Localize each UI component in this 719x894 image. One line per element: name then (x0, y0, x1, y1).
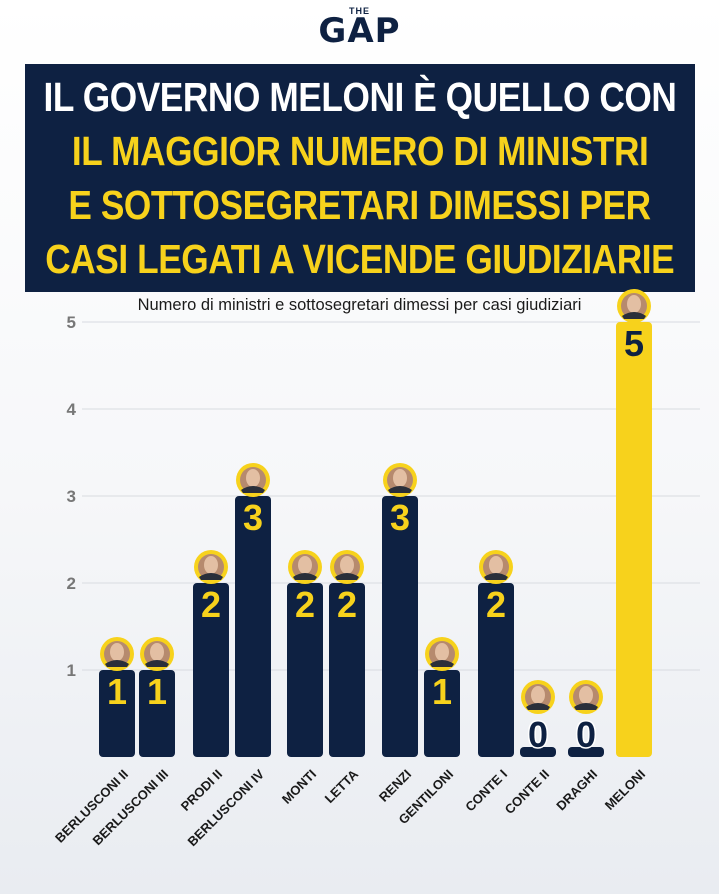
leader-shoulders (105, 660, 129, 667)
leader-shoulders (388, 486, 412, 493)
data-label: 2 (337, 584, 357, 625)
bar (193, 583, 229, 757)
leader-shoulders (526, 703, 550, 710)
the-gap-logo: THE GAP (0, 6, 719, 51)
bar (382, 496, 418, 757)
headline-line-3: E SOTTOSEGRETARI DIMESSI PER (68, 182, 652, 228)
leader-shoulders (622, 312, 646, 319)
bar (568, 747, 604, 757)
y-tick-label: 2 (67, 574, 76, 593)
data-label: 0 (576, 714, 596, 755)
bar (235, 496, 271, 757)
leader-face (298, 556, 312, 574)
data-label: 2 (295, 584, 315, 625)
bar (329, 583, 365, 757)
y-tick-label: 5 (67, 313, 76, 332)
bar (287, 583, 323, 757)
bar (616, 322, 652, 757)
leader-shoulders (484, 573, 508, 580)
x-tick-label: BERLUSCONI IV (185, 766, 268, 849)
leader-face (435, 643, 449, 661)
data-label: 1 (147, 671, 167, 712)
leader-face (531, 686, 545, 704)
leader-shoulders (241, 486, 265, 493)
leader-face (150, 643, 164, 661)
y-tick-label: 1 (67, 661, 76, 680)
leader-shoulders (145, 660, 169, 667)
data-label: 3 (390, 497, 410, 538)
leader-face (110, 643, 124, 661)
leader-shoulders (293, 573, 317, 580)
leader-shoulders (335, 573, 359, 580)
data-label: 1 (432, 671, 452, 712)
bar (139, 670, 175, 757)
x-tick-label: MONTI (279, 767, 319, 807)
y-tick-label: 4 (67, 400, 77, 419)
headline-line-2: IL MAGGIOR NUMERO DI MINISTRI (71, 128, 649, 174)
leader-face (393, 469, 407, 487)
data-label: 0 (528, 714, 548, 755)
x-tick-label: RENZI (376, 767, 414, 805)
headline-line-1: IL GOVERNO MELONI È QUELLO CON (43, 74, 677, 120)
data-label: 2 (486, 584, 506, 625)
bar (424, 670, 460, 757)
leader-face (579, 686, 593, 704)
bar (520, 747, 556, 757)
x-tick-label: CONTE II (502, 767, 552, 817)
chart-title: Numero di ministri e sottosegretari dime… (137, 296, 582, 314)
headline-box: IL GOVERNO MELONI È QUELLO CON IL MAGGIO… (25, 64, 695, 292)
y-tick-label: 3 (67, 487, 76, 506)
data-label: 2 (201, 584, 221, 625)
logo-small-text: THE (349, 6, 370, 16)
bar (478, 583, 514, 757)
data-label: 1 (107, 671, 127, 712)
data-label: 5 (624, 323, 644, 364)
x-tick-label: BERLUSCONI III (90, 767, 172, 849)
leader-shoulders (574, 703, 598, 710)
bar (99, 670, 135, 757)
leader-face (489, 556, 503, 574)
logo-big-text: GAP (318, 11, 401, 51)
leader-face (340, 556, 354, 574)
leader-shoulders (430, 660, 454, 667)
leader-face (246, 469, 260, 487)
x-tick-label: MELONI (602, 767, 648, 813)
leader-shoulders (199, 573, 223, 580)
leader-face (627, 295, 641, 313)
x-tick-label: LETTA (322, 766, 362, 806)
x-tick-label: BERLUSCONI II (52, 767, 131, 846)
leader-face (204, 556, 218, 574)
x-tick-label: DRAGHI (553, 767, 600, 814)
data-label: 3 (243, 497, 263, 538)
headline-line-4: CASI LEGATI A VICENDE GIUDIZIARIE (45, 236, 675, 282)
